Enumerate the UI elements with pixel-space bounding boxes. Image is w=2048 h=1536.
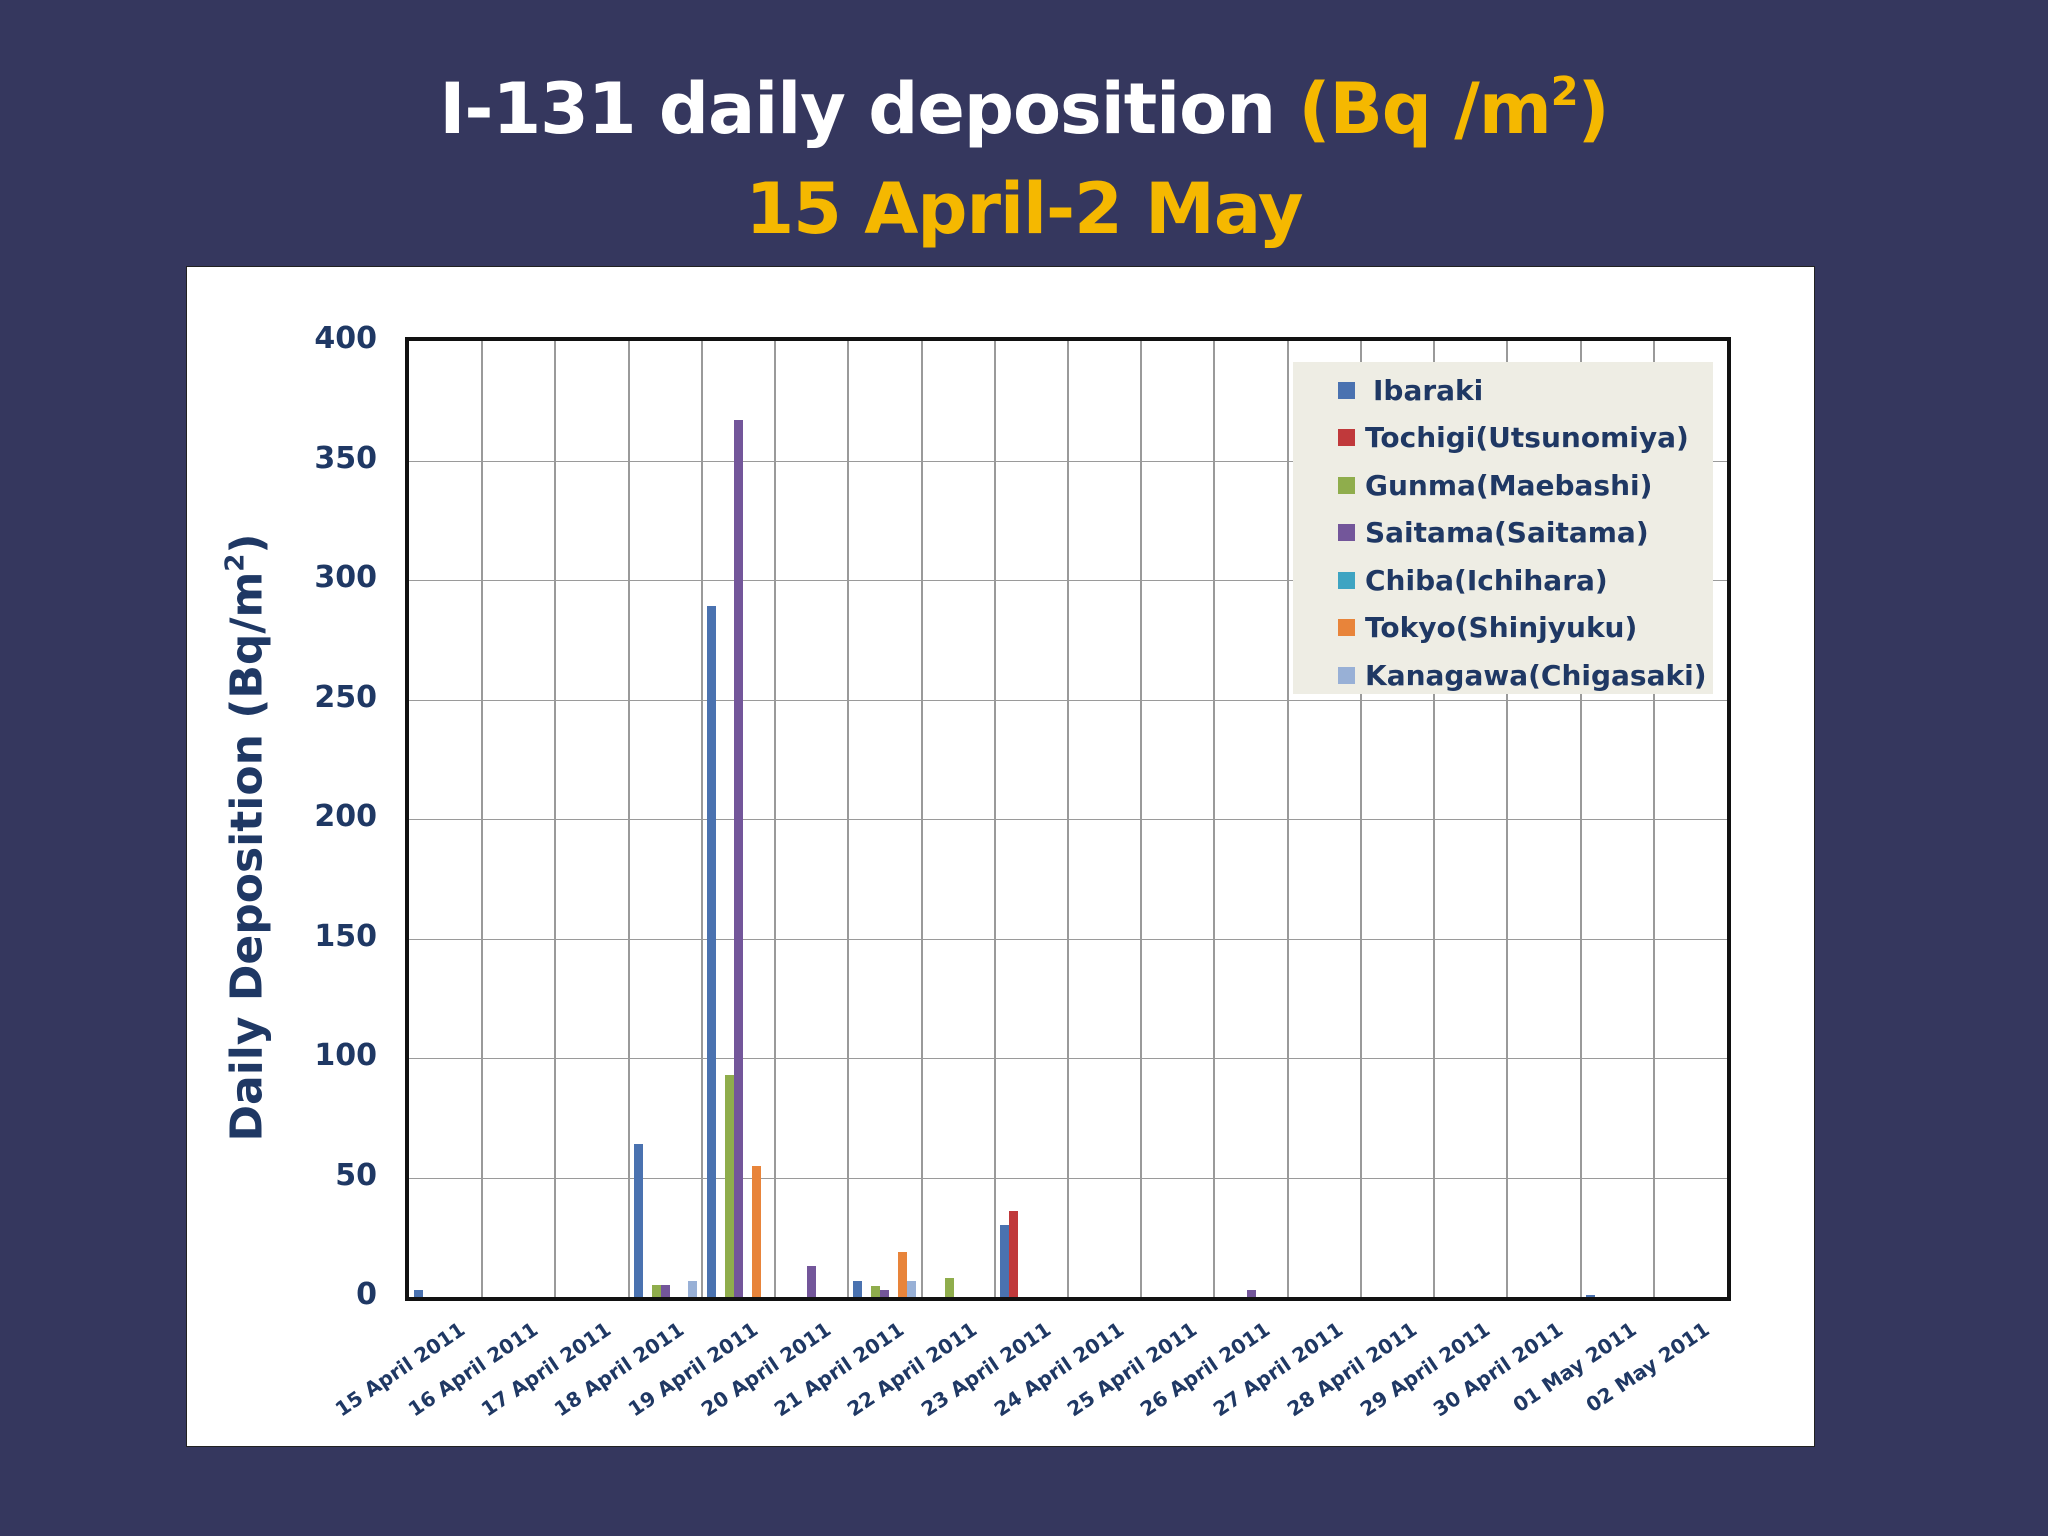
slide-title-unit: (Bq /m2)	[1298, 68, 1609, 150]
x-tick-label: 24 April 2011	[989, 1317, 1129, 1422]
bar-saitama-saitama	[660, 1285, 670, 1297]
y-tick-label: 350	[314, 440, 377, 476]
legend-item: Tochigi(Utsunomiya)	[1338, 418, 1689, 458]
legend-label: Tochigi(Utsunomiya)	[1365, 421, 1689, 454]
legend-item: Kanagawa(Chigasaki)	[1338, 655, 1707, 695]
legend-item: Gunma(Maebashi)	[1338, 465, 1652, 505]
bar-gunma-maebashi	[944, 1277, 954, 1297]
legend-label: Kanagawa(Chigasaki)	[1365, 658, 1707, 692]
bar-gunma-maebashi	[651, 1285, 661, 1297]
legend-swatch-icon	[1338, 666, 1355, 684]
bar-ibaraki	[853, 1281, 863, 1297]
x-tick-label: 22 April 2011	[843, 1317, 982, 1422]
bar-kanagawa-chigasaki	[907, 1281, 917, 1297]
legend-swatch-icon	[1338, 476, 1355, 494]
legend-item: Tokyo(Shinjyuku)	[1338, 608, 1637, 648]
y-tick-label: 150	[314, 918, 377, 954]
gridline-vertical	[627, 341, 630, 1297]
bar-ibaraki	[633, 1144, 643, 1297]
legend-label: Saitama(Saitama)	[1365, 516, 1649, 549]
bar-ibaraki	[707, 606, 716, 1297]
bar-gunma-maebashi	[871, 1286, 881, 1297]
y-tick-label: 200	[314, 799, 377, 834]
chart-frame: Daily Deposition (Bq/m2) 0 50 100 150 200 250…	[186, 266, 1815, 1447]
legend-item: Ibaraki	[1338, 370, 1483, 410]
y-tick-label: 400	[314, 321, 377, 356]
x-tick-label: 26 April 2011	[1136, 1317, 1275, 1422]
bar-saitama-saitama	[807, 1265, 817, 1297]
bar-tokyo-shinjyuku	[898, 1251, 908, 1297]
gridline-vertical	[774, 341, 777, 1297]
x-tick-label: 27 April 2011	[1209, 1317, 1348, 1422]
y-axis-label: Daily Deposition (Bq/m2)	[220, 533, 273, 1142]
x-tick-label: 19 April 2011	[623, 1317, 762, 1422]
bar-saitama-saitama	[1246, 1289, 1256, 1297]
gridline-vertical	[847, 341, 850, 1297]
gridline-vertical	[920, 341, 923, 1297]
bar-gunma-maebashi	[725, 1074, 734, 1297]
gridline-vertical	[554, 341, 557, 1297]
y-tick-label: 100	[314, 1038, 377, 1073]
bar-ibaraki	[999, 1225, 1009, 1297]
slide-title: I-131 daily deposition (Bq /m2)	[0, 68, 2048, 150]
x-tick-label: 17 April 2011	[477, 1317, 616, 1422]
bar-saitama-saitama	[734, 419, 743, 1297]
x-tick-label: 02 May 2011	[1581, 1317, 1714, 1418]
x-tick-label: 21 April 2011	[769, 1317, 909, 1422]
legend-swatch-icon	[1338, 619, 1355, 636]
legend-swatch-icon	[1338, 429, 1355, 446]
x-tick-label: 25 April 2011	[1062, 1317, 1202, 1422]
bar-ibaraki	[1585, 1295, 1595, 1297]
x-tick-label: 29 April 2011	[1355, 1317, 1495, 1422]
bar-saitama-saitama	[880, 1289, 890, 1297]
bar-kanagawa-chigasaki	[687, 1281, 697, 1297]
x-tick-label: 30 April 2011	[1428, 1317, 1568, 1422]
bar-tochigi-utsunomiya	[1008, 1210, 1018, 1297]
legend-swatch-icon	[1338, 524, 1355, 541]
x-tick-label: 01 May 2011	[1508, 1317, 1641, 1418]
legend-swatch-icon	[1338, 571, 1355, 589]
y-tick-label: 250	[314, 679, 377, 715]
gridline-vertical	[1506, 341, 1509, 1297]
slide-title-main: I-131 daily deposition	[439, 68, 1299, 150]
gridline-vertical	[993, 341, 996, 1297]
y-tick-label: 300	[314, 560, 377, 595]
legend-swatch-icon	[1338, 381, 1355, 399]
chart-legend: Ibaraki Tochigi(Utsunomiya) Gunma(Maebashi…	[1293, 362, 1713, 694]
x-tick-label: 18 April 2011	[550, 1317, 689, 1422]
gridline-vertical	[1286, 341, 1289, 1297]
x-tick-label: 15 April 2011	[330, 1317, 470, 1422]
legend-item: Chiba(Ichihara)	[1338, 560, 1608, 600]
x-tick-label: 28 April 2011	[1282, 1317, 1421, 1422]
legend-label: Tokyo(Shinjyuku)	[1365, 611, 1638, 644]
y-tick-label: 50	[335, 1157, 377, 1193]
slide-subtitle: 15 April-2 May	[745, 168, 1303, 250]
legend-label: Gunma(Maebashi)	[1365, 468, 1653, 502]
gridline-vertical	[1213, 341, 1216, 1297]
bar-tokyo-shinjyuku	[752, 1165, 761, 1297]
gridline-vertical	[700, 341, 703, 1297]
x-tick-label: 20 April 2011	[696, 1317, 836, 1422]
bar-ibaraki	[414, 1289, 424, 1297]
gridline-vertical	[1652, 341, 1655, 1297]
legend-label: Ibaraki	[1373, 373, 1484, 407]
y-tick-label: 0	[356, 1277, 377, 1312]
gridline-vertical	[1359, 341, 1362, 1297]
gridline-vertical	[481, 341, 484, 1297]
gridline-vertical	[1140, 341, 1143, 1297]
x-tick-label: 16 April 2011	[403, 1317, 543, 1422]
x-tick-label: 23 April 2011	[916, 1317, 1055, 1422]
plot-area	[405, 337, 1731, 1301]
legend-label: Chiba(Ichihara)	[1365, 563, 1608, 597]
gridline-vertical	[1433, 341, 1436, 1297]
gridline-vertical	[1067, 341, 1069, 1297]
gridline-vertical	[1579, 341, 1582, 1297]
legend-item: Saitama(Saitama)	[1338, 513, 1649, 553]
